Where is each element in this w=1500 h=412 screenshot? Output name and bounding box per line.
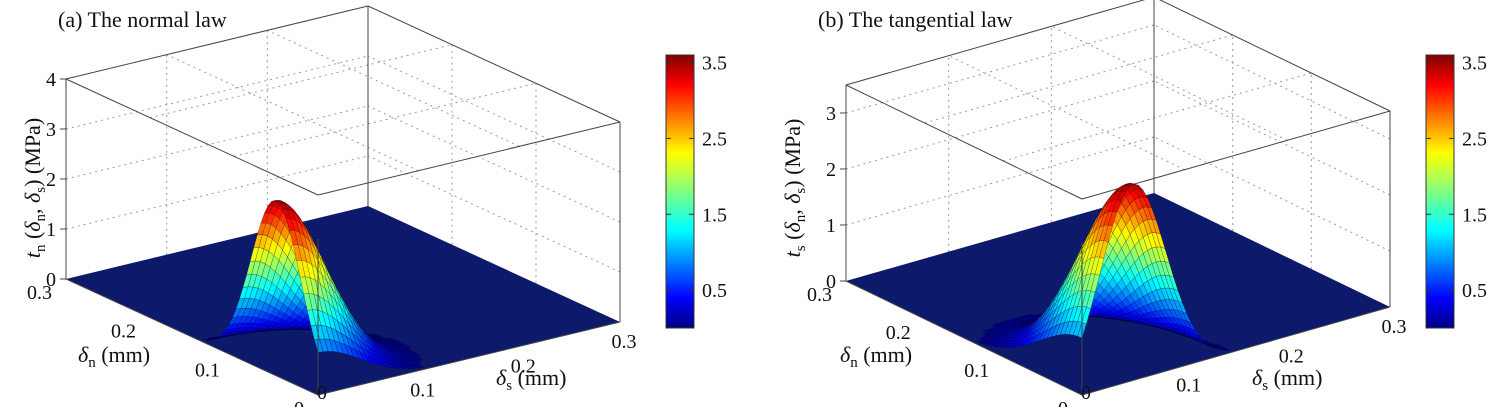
- panel-a-grid-line: [66, 56, 368, 129]
- panel-a-grid-line: [234, 83, 536, 156]
- panel-b-y-tick-label: 0.3: [807, 284, 832, 306]
- panel-b-y-tick-label: 0.2: [886, 322, 911, 344]
- panel-a-grid-line: [368, 56, 620, 172]
- panel-b-grid-line: [846, 25, 1154, 113]
- panel-a-grid-line: [66, 106, 368, 179]
- panel-b-x-axis-label: δs (mm): [1252, 365, 1322, 394]
- panel-b-x-tick-label: 0.2: [1279, 345, 1304, 367]
- panel-b-colorbar-tick-label: 1.5: [1462, 204, 1487, 226]
- panel-a-grid-line: [368, 106, 620, 222]
- panel-b-surface: [846, 183, 1390, 395]
- panel-a-y-tick-label: 0.3: [27, 282, 52, 304]
- panel-a-x-axis-label: δs (mm): [496, 365, 566, 394]
- panel-b-x-tick-label: 0: [1081, 382, 1091, 404]
- panel-b-grid-line: [846, 81, 1154, 169]
- panel-a-colorbar-tick-label: 1.5: [702, 204, 727, 226]
- panel-a-x-tick-label: 0.1: [410, 380, 435, 402]
- panel-b-colorbar: [1426, 55, 1454, 328]
- panel-b-box-edge: [846, 85, 1082, 199]
- panel-b-y-axis-label: δn (mm): [840, 342, 912, 371]
- panel-normal-law: 0123400.10.20.30.10.20.30 (a) The normal…: [20, 6, 727, 407]
- panel-b-grid-line: [1154, 25, 1390, 139]
- panel-b-y-tick-label: 0: [1058, 398, 1068, 407]
- panel-b-z-tick-label: 3: [826, 103, 836, 125]
- panel-b-grid-line: [1154, 81, 1390, 195]
- panel-a-z-tick-label: 4: [46, 69, 56, 91]
- panel-b-x-tick-label: 0.3: [1382, 316, 1407, 338]
- panel-b-x-tick-label: 0.1: [1176, 375, 1201, 397]
- panel-a-colorbar-tick-label: 0.5: [702, 280, 727, 302]
- panel-a-y-tick-label: 0.2: [111, 321, 136, 343]
- panel-a-colorbar-tick-label: 2.5: [702, 128, 727, 150]
- panel-tangential-law: 012300.10.20.30.10.20.30 (b) The tangent…: [780, 0, 1487, 407]
- panel-b-colorbar-tick-label: 0.5: [1462, 280, 1487, 302]
- panel-a-z-axis-label: tn (δn, δs) (MPa): [20, 118, 49, 258]
- panel-a-y-tick-label: 0.1: [195, 359, 220, 381]
- panel-a-box-edge: [318, 122, 620, 195]
- panel-b-title: (b) The tangential law: [818, 7, 1013, 32]
- panel-a-grid-line: [150, 45, 452, 118]
- panel-a-colorbar: [666, 55, 694, 328]
- panel-b-grid-line: [949, 56, 1185, 170]
- panel-a-y-tick-label: 0: [294, 398, 304, 407]
- panel-b-z-tick-label: 1: [826, 215, 836, 237]
- panel-a-title: (a) The normal law: [58, 7, 227, 32]
- panel-a-box-edge: [368, 6, 620, 122]
- panel-a-box-edge: [66, 79, 318, 195]
- panel-a-grid-line: [267, 30, 519, 146]
- panel-b-z-tick-label: 2: [826, 159, 836, 181]
- panel-b-box-edge: [1154, 0, 1390, 111]
- panel-a-colorbar-tick-label: 3.5: [702, 53, 727, 75]
- panel-b-y-tick-label: 0.1: [964, 360, 989, 382]
- panel-a-y-axis-label: δn (mm): [78, 342, 150, 371]
- panel-b-grid-line: [1051, 26, 1287, 140]
- panel-a-z-tick-label: 3: [46, 119, 56, 141]
- panel-b-colorbar-tick-label: 2.5: [1462, 128, 1487, 150]
- panel-b-grid-line: [925, 35, 1233, 123]
- panel-b-grid-line: [1003, 73, 1311, 161]
- panel-a-x-tick-label: 0: [317, 382, 327, 404]
- panel-b-colorbar-tick-label: 3.5: [1462, 53, 1487, 75]
- panel-a-grid-line: [167, 55, 419, 171]
- panel-b-z-axis-label: ts (δn, δs) (MPa): [780, 119, 809, 258]
- panel-a-x-tick-label: 0.3: [612, 331, 637, 353]
